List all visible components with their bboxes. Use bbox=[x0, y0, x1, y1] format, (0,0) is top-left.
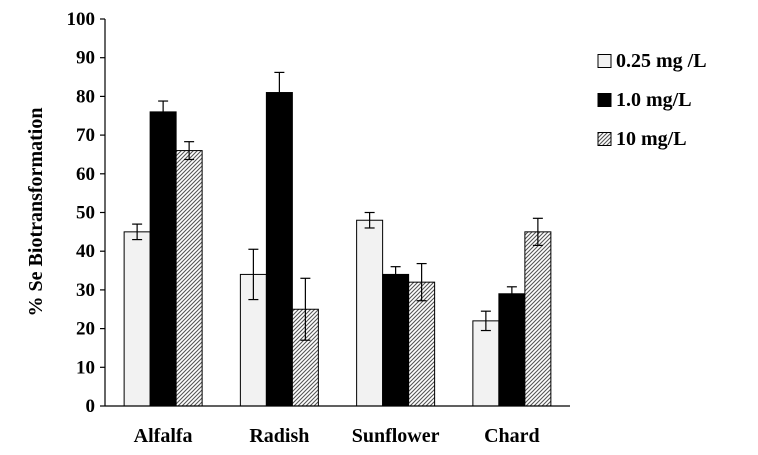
y-tick-label: 30 bbox=[76, 280, 95, 301]
y-tick-label: 10 bbox=[76, 357, 95, 378]
bar bbox=[498, 293, 526, 407]
legend-swatch bbox=[597, 93, 612, 107]
y-tick-label: 50 bbox=[76, 203, 95, 224]
bar bbox=[524, 231, 552, 407]
y-tick-label: 90 bbox=[76, 48, 95, 69]
y-tick-label: 40 bbox=[76, 241, 95, 262]
x-category-label: Sunflower bbox=[352, 425, 440, 447]
bar bbox=[265, 92, 293, 407]
x-category-label: Radish bbox=[249, 425, 309, 447]
bar bbox=[123, 231, 151, 407]
legend-swatch bbox=[597, 132, 612, 146]
y-tick-label: 80 bbox=[76, 86, 95, 107]
bar bbox=[472, 320, 500, 407]
bar bbox=[408, 281, 436, 407]
y-tick-label: 70 bbox=[76, 125, 95, 146]
y-tick-label: 0 bbox=[86, 396, 96, 417]
plot-area: 0 10 20 30 40 50 60 70 80 90 100 Alfalfa Radish Sunfl… bbox=[67, 9, 570, 447]
bar bbox=[175, 150, 203, 407]
legend-label: 0.25 mg /L bbox=[616, 50, 707, 72]
x-category-label: Alfalfa bbox=[134, 425, 193, 447]
y-tick-label: 100 bbox=[67, 9, 96, 30]
y-axis-title: % Se Biotransformation bbox=[25, 108, 47, 317]
bar bbox=[149, 111, 177, 407]
y-tick-label: 60 bbox=[76, 164, 95, 185]
bar bbox=[382, 273, 410, 407]
bar bbox=[356, 219, 384, 407]
x-category-label: Chard bbox=[484, 425, 540, 447]
legend: 0.25 mg /L 1.0 mg/L 10 mg/L bbox=[597, 50, 707, 150]
y-tick-label: 20 bbox=[76, 319, 95, 340]
legend-label: 10 mg/L bbox=[616, 128, 687, 150]
legend-swatch bbox=[597, 54, 612, 68]
legend-label: 1.0 mg/L bbox=[616, 89, 692, 111]
